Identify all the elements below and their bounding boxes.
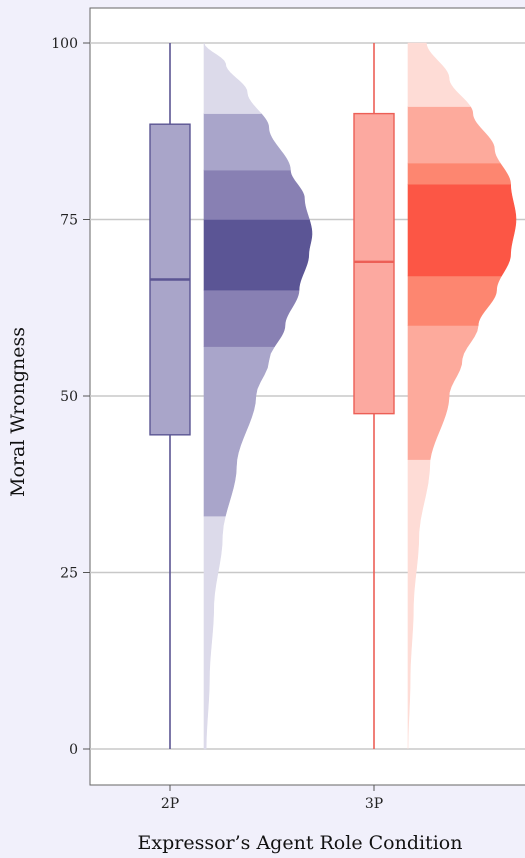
- boxplots: [149, 43, 395, 749]
- density-band-3P-4: [407, 162, 511, 185]
- y-tick-label-50: 50: [60, 389, 78, 405]
- density-band-3P-0: [407, 459, 431, 750]
- cloud-2P: [203, 42, 313, 750]
- density-band-3P-5: [407, 106, 501, 164]
- y-tick-label-75: 75: [60, 213, 78, 229]
- y-tick-label-0: 0: [69, 742, 78, 758]
- y-tick-label-25: 25: [60, 566, 78, 582]
- cloud-3P: [407, 42, 517, 750]
- density-band-2P-2: [203, 289, 300, 347]
- density-band-3P-2: [407, 275, 503, 326]
- y-axis-title: Moral Wrongness: [7, 327, 29, 497]
- density-band-2P-3: [203, 219, 313, 291]
- y-axis-ticks: 0 25 50 75 100: [51, 36, 90, 758]
- y-tick-label-100: 100: [51, 36, 78, 52]
- box-iqr-3P: [353, 112, 395, 415]
- x-tick-label-3P: 3P: [365, 796, 383, 812]
- x-tick-label-2P: 2P: [161, 796, 179, 812]
- density-band-2P-4: [203, 169, 310, 220]
- boxplot-3P: [353, 43, 395, 749]
- density-band-3P-1: [407, 325, 479, 460]
- density-band-2P-5: [203, 113, 291, 171]
- density-band-2P-1: [203, 346, 276, 517]
- density-band-3P-6: [407, 42, 471, 107]
- density-band-3P-3: [407, 183, 517, 277]
- x-axis-title: Expressor’s Agent Role Condition: [138, 832, 463, 854]
- density-band-2P-0: [203, 515, 226, 750]
- x-axis-ticks: 2P 3P: [161, 785, 383, 812]
- density-band-2P-6: [203, 42, 262, 114]
- density-clouds: [203, 42, 517, 750]
- boxplot-2P: [149, 43, 191, 749]
